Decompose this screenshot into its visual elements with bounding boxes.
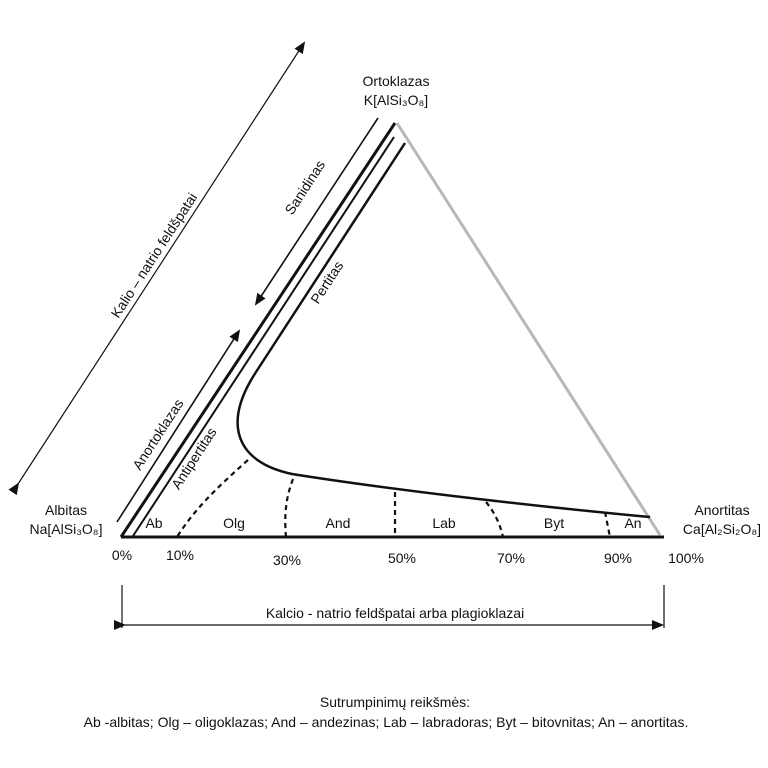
percent-label: 50%	[388, 550, 416, 566]
label-plagioklazai: Kalcio - natrio feldšpatai arba plagiokl…	[266, 605, 524, 621]
arrow-anortoklazas	[116, 329, 241, 523]
arrow-kalio-natrio-range	[8, 41, 306, 496]
boundary-lab-byt	[485, 501, 505, 538]
label-anortoklazas: Anortoklazas	[129, 396, 187, 473]
vertex-left-formula: Na[AlSi₃O₈]	[30, 521, 103, 537]
region-label-an: An	[624, 515, 641, 531]
triangle-right-edge	[395, 122, 662, 536]
triangle-left-edge	[119, 122, 397, 538]
region-label-ab: Ab	[145, 515, 162, 531]
vertex-top-name: Ortoklazas	[363, 73, 430, 89]
percent-label: 90%	[604, 550, 632, 566]
percent-label: 100%	[668, 550, 704, 566]
label-kalio-natrio-feldspatai: Kalio – natrio feldšpatai	[107, 190, 200, 321]
vertex-right-formula: Ca[Al₂Si₂O₈]	[683, 521, 761, 537]
legend-title: Sutrumpinimų reikšmės:	[320, 694, 470, 710]
region-label-and: And	[326, 515, 351, 531]
region-label-lab: Lab	[432, 515, 456, 531]
percent-label: 30%	[273, 552, 301, 568]
region-label-byt: Byt	[544, 515, 564, 531]
vertex-top-formula: K[AlSi₃O₈]	[364, 92, 428, 108]
legend-text: Ab -albitas; Olg – oligoklazas; And – an…	[84, 714, 689, 730]
percent-label: 10%	[166, 547, 194, 563]
label-antipertitas: Antipertitas	[168, 425, 220, 492]
boundary-olg-and	[284, 478, 295, 538]
percent-label: 0%	[112, 547, 132, 563]
boundary-byt-an	[603, 511, 612, 538]
vertex-right-name: Anortitas	[694, 502, 749, 518]
label-sanidinas: Sanidinas	[281, 157, 328, 217]
percent-label: 70%	[497, 550, 525, 566]
region-label-olg: Olg	[223, 515, 245, 531]
vertex-left-name: Albitas	[45, 502, 87, 518]
